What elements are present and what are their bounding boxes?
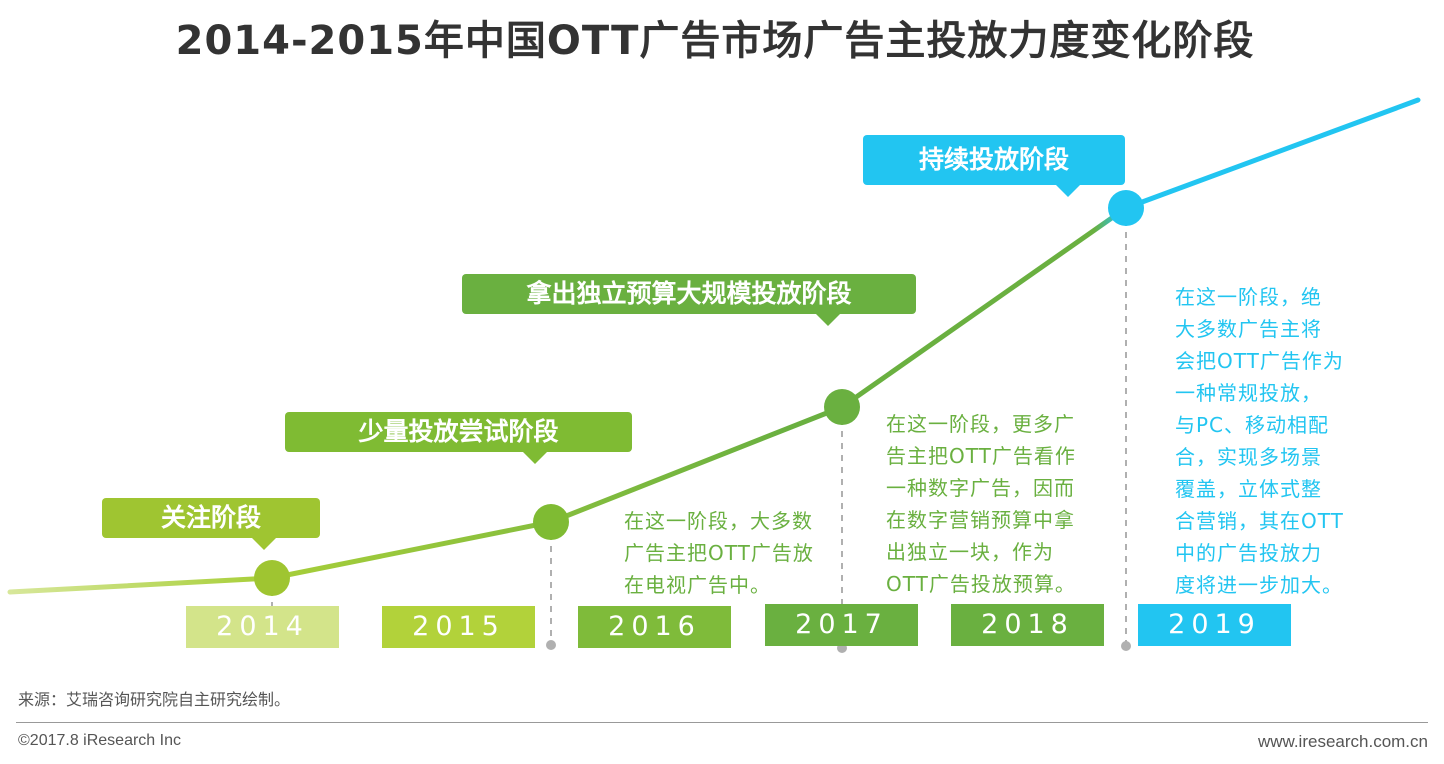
description-line: OTT广告投放预算。 <box>886 572 1076 596</box>
description-line: 出独立一块，作为 <box>886 540 1054 564</box>
pointer-icon <box>523 452 547 464</box>
copyright-text: ©2017.8 iResearch Inc <box>18 732 181 749</box>
description-2016: 在这一阶段，大多数 广告主把OTT广告放 在电视广告中。 <box>624 505 814 601</box>
source-note: 来源：艾瑞咨询研究院自主研究绘制。 <box>18 690 291 709</box>
description-line: 合，实现多场景 <box>1175 445 1322 469</box>
milestone-dot-2015 <box>533 504 569 540</box>
description-2017: 在这一阶段，更多广 告主把OTT广告看作 一种数字广告，因而 在数字营销预算中拿… <box>886 408 1076 600</box>
description-line: 一种数字广告，因而 <box>886 476 1075 500</box>
year-box-2014: 2014 <box>186 606 339 648</box>
guide-2019-end-dot <box>1121 641 1131 651</box>
year-box-2015: 2015 <box>382 606 535 648</box>
footer-divider <box>16 722 1428 723</box>
description-line: 广告主把OTT广告放 <box>624 541 814 565</box>
description-line: 在电视广告中。 <box>624 573 771 597</box>
stage-label-text: 关注阶段 <box>160 503 261 532</box>
milestone-dot-2014 <box>254 560 290 596</box>
pointer-icon <box>1056 185 1080 197</box>
description-line: 中的广告投放力 <box>1175 541 1322 565</box>
page-title: 2014-2015年中国OTT广告市场广告主投放力度变化阶段 <box>175 18 1255 64</box>
description-line: 告主把OTT广告看作 <box>886 444 1076 468</box>
stage-label-continuous: 持续投放阶段 <box>863 135 1125 197</box>
year-box-2016: 2016 <box>578 606 731 648</box>
growth-curve-line <box>7 97 1421 595</box>
year-box-2017: 2017 <box>765 604 918 646</box>
year-box-2019: 2019 <box>1138 604 1291 646</box>
description-line: 一种常规投放， <box>1175 381 1322 405</box>
description-2019: 在这一阶段，绝 大多数广告主将 会把OTT广告作为 一种常规投放， 与PC、移动… <box>1175 281 1344 601</box>
stage-label-text: 拿出独立预算大规模投放阶段 <box>526 279 852 308</box>
description-line: 会把OTT广告作为 <box>1175 349 1344 373</box>
stage-label-trial: 少量投放尝试阶段 <box>285 412 632 464</box>
stage-label-attention: 关注阶段 <box>102 498 320 550</box>
milestone-dot-2019 <box>1108 190 1144 226</box>
pointer-icon <box>816 314 840 326</box>
website-link[interactable]: www.iresearch.com.cn <box>1257 732 1428 751</box>
stage-label-budget: 拿出独立预算大规模投放阶段 <box>462 274 916 326</box>
description-line: 度将进一步加大。 <box>1175 573 1343 597</box>
description-line: 合营销，其在OTT <box>1175 509 1344 533</box>
description-line: 在数字营销预算中拿 <box>886 508 1075 532</box>
stage-label-text: 少量投放尝试阶段 <box>358 417 559 446</box>
milestone-dot-2017 <box>824 389 860 425</box>
description-line: 大多数广告主将 <box>1175 317 1322 341</box>
description-line: 在这一阶段，更多广 <box>886 412 1075 436</box>
year-box-2018: 2018 <box>951 604 1104 646</box>
description-line: 在这一阶段，大多数 <box>624 509 813 533</box>
description-line: 在这一阶段，绝 <box>1175 285 1322 309</box>
description-line: 覆盖，立体式整 <box>1175 477 1322 501</box>
pointer-icon <box>252 538 276 550</box>
guide-2015-end-dot <box>546 640 556 650</box>
stage-label-text: 持续投放阶段 <box>918 145 1069 174</box>
description-line: 与PC、移动相配 <box>1175 413 1330 437</box>
